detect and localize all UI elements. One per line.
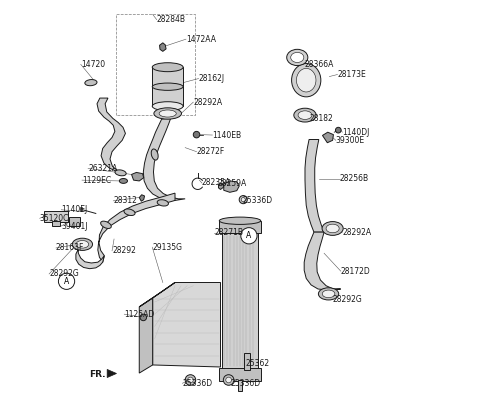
- Circle shape: [241, 198, 245, 202]
- Ellipse shape: [154, 108, 181, 119]
- Ellipse shape: [318, 288, 339, 300]
- Text: 35120C: 35120C: [40, 214, 69, 223]
- Ellipse shape: [287, 49, 308, 65]
- Text: 14720: 14720: [81, 60, 105, 69]
- Ellipse shape: [219, 217, 261, 225]
- Text: 28172D: 28172D: [341, 267, 371, 276]
- Ellipse shape: [291, 52, 304, 63]
- Text: 28163F: 28163F: [56, 243, 84, 252]
- Circle shape: [140, 314, 146, 321]
- Text: 1140EB: 1140EB: [212, 130, 241, 139]
- Bar: [244, 353, 250, 370]
- Text: A: A: [64, 277, 69, 286]
- Text: 28182: 28182: [310, 114, 334, 123]
- Ellipse shape: [76, 240, 89, 248]
- Circle shape: [185, 375, 196, 385]
- Ellipse shape: [152, 83, 183, 90]
- Text: 28284B: 28284B: [157, 15, 186, 24]
- Ellipse shape: [124, 209, 135, 216]
- Polygon shape: [323, 132, 334, 143]
- Ellipse shape: [297, 68, 316, 92]
- Text: 1472AA: 1472AA: [186, 35, 216, 44]
- Ellipse shape: [159, 110, 176, 117]
- Circle shape: [193, 131, 200, 138]
- Polygon shape: [132, 173, 144, 181]
- Text: 1140EJ: 1140EJ: [61, 205, 87, 214]
- Polygon shape: [224, 181, 239, 192]
- Ellipse shape: [115, 170, 126, 176]
- Polygon shape: [107, 369, 117, 378]
- Circle shape: [239, 196, 247, 204]
- Ellipse shape: [72, 238, 93, 250]
- Text: 29135G: 29135G: [152, 243, 182, 252]
- Ellipse shape: [152, 63, 183, 72]
- Text: 28173E: 28173E: [337, 70, 366, 79]
- Text: 25336D: 25336D: [230, 379, 260, 388]
- Polygon shape: [144, 117, 185, 200]
- Text: 28366A: 28366A: [305, 60, 335, 69]
- Text: 28292: 28292: [112, 246, 136, 255]
- Text: 28292A: 28292A: [193, 98, 222, 107]
- Text: 28272F: 28272F: [196, 147, 225, 156]
- Circle shape: [241, 228, 257, 244]
- Polygon shape: [76, 239, 104, 269]
- Ellipse shape: [322, 222, 343, 235]
- Text: 1140DJ: 1140DJ: [342, 128, 370, 137]
- Bar: [80, 207, 83, 211]
- FancyBboxPatch shape: [152, 67, 183, 106]
- Text: 28259A: 28259A: [217, 179, 247, 188]
- Ellipse shape: [85, 80, 97, 86]
- Text: 25362: 25362: [246, 359, 270, 368]
- Ellipse shape: [298, 111, 312, 119]
- Text: 25336D: 25336D: [242, 196, 273, 205]
- Polygon shape: [153, 283, 220, 367]
- Ellipse shape: [152, 102, 183, 111]
- Polygon shape: [98, 193, 175, 262]
- Text: 1125AD: 1125AD: [124, 310, 155, 319]
- Bar: [238, 380, 242, 391]
- Polygon shape: [305, 139, 324, 232]
- Ellipse shape: [151, 149, 158, 160]
- Text: 39300E: 39300E: [336, 136, 365, 145]
- Bar: [219, 221, 261, 233]
- Polygon shape: [97, 98, 125, 175]
- Circle shape: [223, 375, 234, 385]
- Ellipse shape: [101, 221, 111, 229]
- Polygon shape: [304, 232, 341, 290]
- Polygon shape: [218, 183, 224, 189]
- Text: 1129EC: 1129EC: [82, 175, 111, 184]
- Text: 39401J: 39401J: [61, 222, 88, 231]
- Ellipse shape: [120, 178, 128, 183]
- Text: 28256B: 28256B: [339, 174, 369, 183]
- Text: 28271B: 28271B: [215, 229, 243, 238]
- Text: A: A: [246, 231, 252, 240]
- Circle shape: [336, 127, 341, 133]
- Bar: [52, 221, 60, 226]
- Ellipse shape: [291, 63, 321, 97]
- Text: 28292G: 28292G: [49, 270, 79, 279]
- Ellipse shape: [326, 224, 339, 233]
- Ellipse shape: [294, 108, 316, 122]
- Text: FR.: FR.: [89, 370, 106, 379]
- FancyBboxPatch shape: [44, 211, 68, 222]
- Text: 28235A: 28235A: [202, 178, 231, 187]
- Text: 28292A: 28292A: [342, 228, 372, 237]
- Bar: [219, 368, 261, 381]
- FancyBboxPatch shape: [69, 217, 80, 226]
- Circle shape: [59, 273, 75, 290]
- Bar: [222, 233, 258, 369]
- Ellipse shape: [157, 200, 168, 206]
- Polygon shape: [159, 43, 166, 52]
- Text: 28292G: 28292G: [333, 294, 362, 303]
- Text: 26321A: 26321A: [88, 164, 117, 173]
- Ellipse shape: [322, 290, 335, 298]
- Text: 28312: 28312: [113, 196, 137, 205]
- Text: 25336D: 25336D: [182, 379, 213, 388]
- Polygon shape: [139, 195, 144, 201]
- Polygon shape: [139, 283, 175, 307]
- Circle shape: [188, 377, 193, 383]
- Circle shape: [226, 377, 231, 383]
- Polygon shape: [139, 298, 153, 373]
- Text: 28162J: 28162J: [199, 74, 225, 83]
